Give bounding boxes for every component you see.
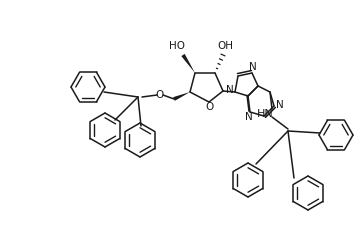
Text: N: N	[245, 112, 253, 122]
Text: N: N	[276, 100, 284, 110]
Text: O: O	[206, 102, 214, 112]
Text: N: N	[249, 62, 257, 72]
Polygon shape	[173, 92, 190, 101]
Text: O: O	[156, 90, 164, 100]
Polygon shape	[181, 54, 195, 73]
Text: HO: HO	[169, 41, 185, 51]
Text: OH: OH	[217, 41, 233, 51]
Text: N: N	[226, 85, 234, 95]
Text: HN: HN	[257, 109, 273, 119]
